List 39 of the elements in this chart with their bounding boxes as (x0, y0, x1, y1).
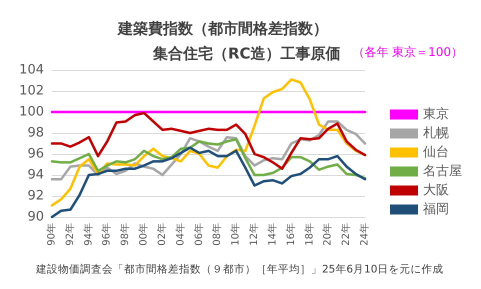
x-tick-label: 06年 (192, 223, 205, 246)
chart-title: 建築費指数（都市間格差指数） (117, 20, 328, 38)
y-tick-label: 102 (19, 84, 44, 98)
x-tick-label: 92年 (64, 223, 76, 246)
y-tick-label: 104 (19, 62, 44, 78)
line-series (50, 138, 366, 180)
x-tick-label: 04年 (174, 223, 186, 246)
text: 建設物価調査会「都市間格差指数（９都市）［年平均］」25年6月10日を元に作成 (35, 262, 444, 276)
y-tick-label: 90 (27, 210, 44, 224)
x-tick-label: 16年 (284, 223, 297, 246)
x-tick-label: 98年 (119, 223, 132, 246)
chart-subtitle: 集合住宅（RC造）工事原価 (152, 44, 341, 62)
x-tick-label: 94年 (82, 223, 94, 246)
y-tick-label: 98 (27, 126, 44, 140)
legend-label: 仙台 (423, 145, 449, 160)
y-tick-label: 92 (27, 188, 44, 204)
legend-label: 大阪 (423, 183, 449, 198)
x-tick-label: 96年 (100, 223, 113, 246)
y-tick-label: 96 (27, 146, 44, 162)
x-tick-label: 10年 (230, 223, 242, 246)
text: （各年 東京＝100） (352, 45, 463, 59)
legend-label: 名古屋 (423, 164, 462, 179)
line-series (50, 112, 366, 170)
x-tick-label: 12年 (248, 223, 260, 246)
legend-label: 札幌 (423, 126, 449, 141)
line-series (50, 146, 366, 218)
x-tick-label: 90年 (46, 223, 58, 246)
x-tick-label: 24年 (358, 223, 370, 246)
x-tick-label: 02年 (156, 223, 168, 246)
x-tick-label: 14年 (266, 223, 278, 246)
y-tick-label: 94 (27, 168, 44, 182)
y-tick-label: 100 (19, 104, 44, 120)
x-tick-label: 08年 (211, 223, 224, 246)
x-tick-label: 00年 (138, 223, 150, 246)
legend-label: 福岡 (423, 202, 449, 217)
x-tick-label: 22年 (340, 223, 352, 246)
x-tick-label: 20年 (322, 223, 334, 246)
legend-label: 東京 (423, 107, 449, 122)
x-tick-label: 18年 (303, 223, 316, 246)
